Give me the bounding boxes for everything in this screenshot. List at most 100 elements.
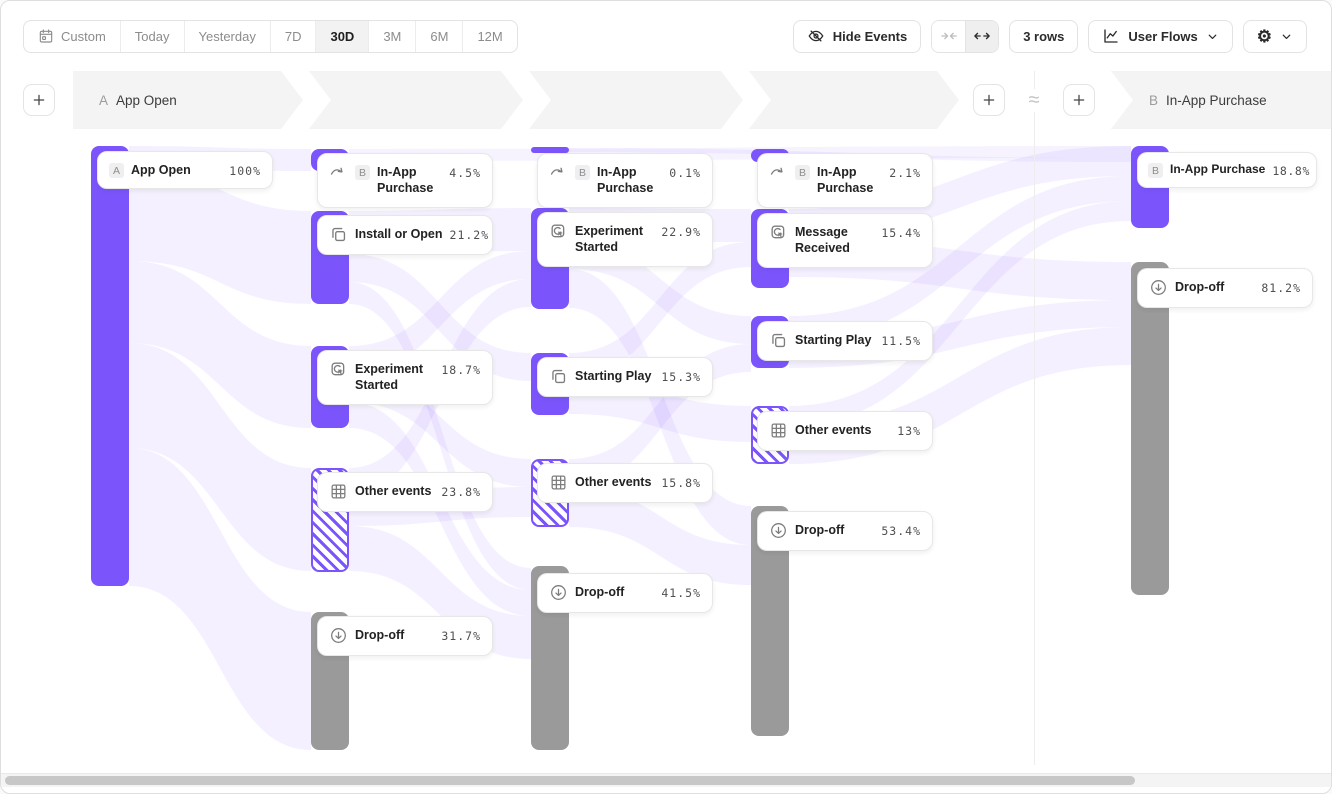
node-bar-app-open[interactable]: [91, 146, 129, 586]
flow-node-card[interactable]: Other events 15.8%: [537, 463, 713, 503]
node-label: Experiment Started: [575, 224, 644, 255]
node-label: Other events: [575, 475, 652, 489]
step-a-badge: A: [99, 92, 109, 108]
arrows-expand-icon: [973, 27, 991, 45]
step-a-label: App Open: [116, 92, 177, 108]
node-percent: 0.1%: [669, 166, 701, 180]
step-b-badge: B: [1149, 92, 1159, 108]
node-bar-inapp-c3[interactable]: [531, 147, 569, 153]
horizontal-scrollbar-track[interactable]: [1, 773, 1331, 787]
flow-node-card[interactable]: Message Received 15.4%: [757, 213, 933, 268]
flow-node-card[interactable]: A App Open 100%: [97, 151, 273, 190]
flow-node-card[interactable]: B In-App Purchase 4.5%: [317, 153, 493, 208]
flow-node-card[interactable]: B In-App Purchase 0.1%: [537, 153, 713, 208]
node-percent: 15.8%: [661, 476, 701, 490]
node-percent: 22.9%: [661, 225, 701, 239]
plus-icon: [31, 92, 47, 108]
node-percent: 23.8%: [441, 485, 481, 499]
flow-node-card[interactable]: Drop-off 81.2%: [1137, 268, 1313, 308]
node-label: Message Received: [795, 225, 850, 256]
step-banner-segment-3[interactable]: [529, 71, 743, 129]
step-banner-b[interactable]: B In-App Purchase: [1111, 71, 1331, 129]
node-label: In-App Purchase: [597, 165, 654, 196]
node-label: Drop-off: [355, 628, 405, 642]
top-toolbar: Custom Today Yesterday 7D 30D 3M 6M 12M …: [1, 1, 1331, 71]
flow-node-card[interactable]: B In-App Purchase 18.8%: [1137, 152, 1317, 188]
spacing-toggle: [931, 19, 1000, 53]
panel-divider: [1034, 71, 1035, 765]
grid-icon: [769, 421, 788, 440]
node-percent: 11.5%: [881, 334, 921, 348]
trend-arrow-icon: [329, 163, 348, 182]
node-label: Drop-off: [795, 523, 845, 537]
plus-icon: [981, 92, 997, 108]
node-label: Install or Open: [355, 227, 443, 241]
flow-node-card[interactable]: Install or Open 21.2%: [317, 215, 493, 255]
node-label: Drop-off: [575, 585, 625, 599]
gear-icon: ⚙: [1256, 26, 1272, 46]
event-a-badge: A: [109, 163, 124, 178]
step-banner-a[interactable]: A App Open: [73, 71, 303, 129]
flow-node-card[interactable]: Other events 23.8%: [317, 472, 493, 512]
date-range-12m[interactable]: 12M: [477, 28, 503, 44]
date-range-group: Custom Today Yesterday 7D 30D 3M 6M 12M: [23, 19, 518, 53]
node-label: Drop-off: [1175, 280, 1225, 294]
toolbar-right-group: Hide Events 3 rows: [792, 19, 1307, 53]
date-range-today[interactable]: Today: [121, 20, 185, 52]
node-label: Starting Play: [795, 333, 872, 347]
trend-arrow-icon: [549, 163, 568, 182]
trend-arrow-icon: [769, 163, 788, 182]
node-percent: 2.1%: [889, 166, 921, 180]
event-b-badge: B: [1148, 163, 1163, 178]
collapse-columns-button[interactable]: [932, 20, 966, 52]
event-b-badge: B: [575, 165, 590, 180]
node-percent: 15.4%: [881, 226, 921, 240]
date-range-custom[interactable]: Custom: [24, 20, 121, 52]
flow-node-card[interactable]: Experiment Started 18.7%: [317, 350, 493, 405]
chevron-down-icon: [1206, 30, 1219, 43]
add-step-button-mid-right[interactable]: [1063, 84, 1095, 116]
hide-events-button[interactable]: Hide Events: [792, 19, 922, 53]
step-b-label: In-App Purchase: [1166, 92, 1267, 108]
node-label: In-App Purchase: [377, 165, 434, 196]
flow-node-card[interactable]: Experiment Started 22.9%: [537, 212, 713, 267]
event-b-badge: B: [355, 165, 370, 180]
node-percent: 53.4%: [881, 524, 921, 538]
add-step-button-mid-left[interactable]: [973, 84, 1005, 116]
drop-off-icon: [329, 626, 348, 645]
copy-icon: [329, 225, 348, 244]
horizontal-scrollbar-thumb[interactable]: [5, 776, 1135, 785]
node-bar-dropoff-b[interactable]: [1131, 262, 1169, 595]
date-range-7d[interactable]: 7D: [271, 20, 317, 52]
node-label: Starting Play: [575, 369, 652, 383]
add-step-button-left[interactable]: [23, 84, 55, 116]
flow-node-card[interactable]: B In-App Purchase 2.1%: [757, 153, 933, 208]
rows-button[interactable]: 3 rows: [1009, 19, 1079, 53]
date-range-yesterday[interactable]: Yesterday: [185, 20, 271, 52]
expand-columns-button[interactable]: [965, 20, 999, 52]
step-banner-segment-4[interactable]: [749, 71, 959, 129]
date-range-label: Custom: [61, 28, 106, 44]
date-range-30d[interactable]: 30D: [316, 20, 370, 52]
step-banner-segment-2[interactable]: [309, 71, 523, 129]
date-range-6m[interactable]: 6M: [416, 20, 464, 52]
drop-off-icon: [769, 521, 788, 540]
node-label: Other events: [355, 484, 432, 498]
node-percent: 18.7%: [441, 363, 481, 377]
arrows-collapse-icon: [940, 27, 958, 45]
flow-node-card[interactable]: Other events 13%: [757, 411, 933, 451]
copy-icon: [769, 331, 788, 350]
flow-node-card[interactable]: Starting Play 11.5%: [757, 321, 933, 361]
flow-node-card[interactable]: Starting Play 15.3%: [537, 357, 713, 397]
node-label: In-App Purchase: [1170, 162, 1266, 176]
date-range-3m[interactable]: 3M: [369, 20, 417, 52]
settings-dropdown[interactable]: ⚙: [1242, 19, 1307, 53]
chevron-down-icon: [1280, 30, 1293, 43]
flow-node-card[interactable]: Drop-off 53.4%: [757, 511, 933, 551]
flow-node-card[interactable]: Drop-off 31.7%: [317, 616, 493, 656]
experiment-icon: [549, 222, 568, 241]
flow-node-card[interactable]: Drop-off 41.5%: [537, 573, 713, 613]
chart-type-dropdown[interactable]: User Flows: [1088, 19, 1233, 53]
experiment-icon: [329, 360, 348, 379]
